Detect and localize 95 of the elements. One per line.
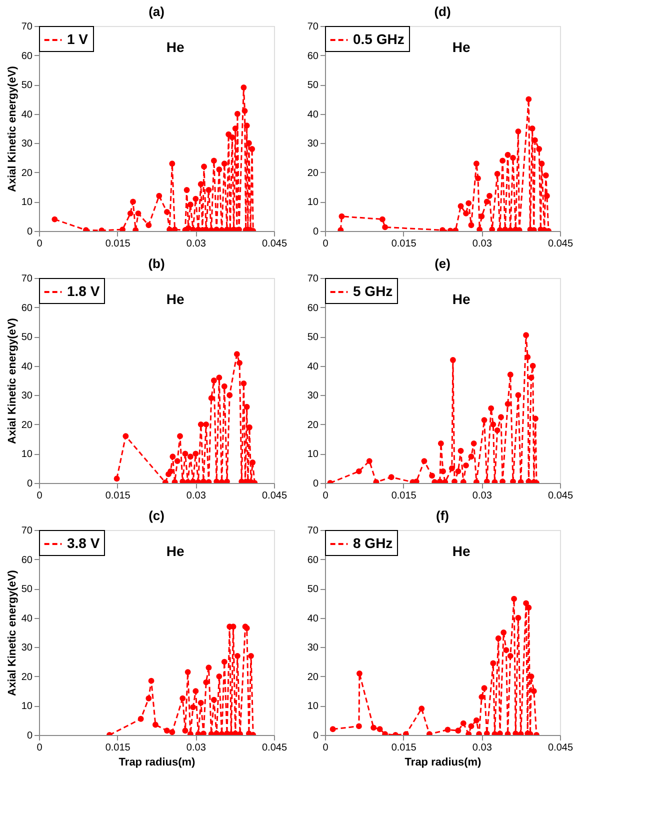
y-tick-label: 60	[307, 554, 319, 566]
legend-label: 1.8 V	[67, 283, 100, 299]
chart-title: (e)	[434, 256, 450, 271]
y-tick-label: 40	[307, 361, 319, 372]
x-tick-label: 0	[36, 238, 43, 250]
x-tick-label: 0.015	[105, 742, 131, 754]
y-tick-label: 50	[21, 584, 33, 596]
y-tick-label: 20	[21, 168, 33, 179]
y-tick-label: 0	[26, 730, 33, 742]
y-tick-label: 30	[307, 642, 319, 654]
y-tick-label: 20	[21, 420, 33, 431]
annotation: He	[166, 39, 184, 55]
chart-title: (c)	[148, 508, 164, 523]
chart-title: (f)	[436, 508, 449, 523]
annotation: He	[452, 291, 470, 307]
y-tick-label: 50	[307, 80, 319, 92]
y-tick-label: 50	[21, 80, 33, 92]
y-tick-label: 40	[307, 109, 319, 120]
x-tick-label: 0.015	[105, 490, 131, 502]
x-tick-label: 0.045	[262, 490, 288, 502]
annotation: He	[452, 39, 470, 55]
x-tick-label: 0.045	[548, 490, 574, 502]
y-tick-label: 50	[21, 332, 33, 344]
x-tick-label: 0.03	[186, 742, 206, 754]
x-tick-label: 0.045	[548, 742, 574, 754]
x-tick-label: 0.03	[472, 238, 492, 250]
chart-title: (b)	[148, 256, 165, 271]
y-tick-label: 20	[307, 672, 319, 683]
y-tick-label: 10	[21, 701, 33, 712]
y-tick-label: 40	[21, 613, 33, 624]
legend-label: 8 GHz	[353, 535, 393, 551]
y-tick-label: 70	[21, 22, 33, 32]
y-tick-label: 0	[312, 226, 319, 238]
y-tick-label: 70	[307, 22, 319, 32]
y-tick-label: 30	[307, 138, 319, 150]
y-tick-label: 10	[307, 197, 319, 208]
chart-title: (a)	[148, 4, 164, 19]
legend-label: 1 V	[67, 31, 89, 47]
y-tick-label: 40	[21, 361, 33, 372]
x-tick-label: 0.045	[262, 742, 288, 754]
y-tick-label: 40	[307, 613, 319, 624]
x-tick-label: 0	[322, 742, 329, 754]
y-tick-label: 70	[307, 526, 319, 536]
y-tick-label: 30	[21, 390, 33, 402]
y-tick-label: 30	[307, 390, 319, 402]
y-tick-label: 20	[21, 672, 33, 683]
y-tick-label: 30	[21, 642, 33, 654]
x-tick-label: 0.015	[391, 742, 417, 754]
legend-label: 5 GHz	[353, 283, 393, 299]
y-tick-label: 10	[307, 449, 319, 460]
y-tick-label: 60	[307, 302, 319, 314]
y-tick-label: 0	[26, 226, 33, 238]
annotation: He	[452, 543, 470, 559]
y-tick-label: 60	[21, 50, 33, 62]
y-tick-label: 0	[26, 478, 33, 490]
y-tick-label: 70	[307, 274, 319, 284]
x-tick-label: 0.045	[262, 238, 288, 250]
y-tick-label: 20	[307, 420, 319, 431]
x-tick-label: 0	[36, 490, 43, 502]
y-axis-title: Axial Kinetic energy(eV)	[6, 318, 18, 444]
x-tick-label: 0.045	[548, 238, 574, 250]
x-tick-label: 0.03	[186, 490, 206, 502]
x-tick-label: 0.03	[472, 742, 492, 754]
x-tick-label: 0.015	[391, 490, 417, 502]
chart-title: (d)	[434, 4, 451, 19]
x-tick-label: 0	[322, 490, 329, 502]
x-axis-title: Trap radius(m)	[404, 756, 482, 768]
y-tick-label: 70	[21, 526, 33, 536]
y-tick-label: 50	[307, 584, 319, 596]
y-tick-label: 60	[21, 302, 33, 314]
annotation: He	[166, 543, 184, 559]
y-tick-label: 10	[307, 701, 319, 712]
y-axis-title: Axial Kinetic energy(eV)	[6, 570, 18, 696]
y-tick-label: 20	[307, 168, 319, 179]
y-tick-label: 30	[21, 138, 33, 150]
x-tick-label: 0.015	[105, 238, 131, 250]
y-tick-label: 40	[21, 109, 33, 120]
y-tick-label: 10	[21, 197, 33, 208]
y-axis-title: Axial Kinetic energy(eV)	[6, 66, 18, 192]
y-tick-label: 0	[312, 730, 319, 742]
x-tick-label: 0.015	[391, 238, 417, 250]
x-axis-title: Trap radius(m)	[118, 756, 196, 768]
y-tick-label: 60	[21, 554, 33, 566]
y-tick-label: 60	[307, 50, 319, 62]
y-tick-label: 50	[307, 332, 319, 344]
legend-label: 3.8 V	[67, 535, 100, 551]
y-tick-label: 0	[312, 478, 319, 490]
y-tick-label: 10	[21, 449, 33, 460]
legend-label: 0.5 GHz	[353, 31, 404, 47]
x-tick-label: 0	[36, 742, 43, 754]
x-tick-label: 0.03	[472, 490, 492, 502]
x-tick-label: 0.03	[186, 238, 206, 250]
x-tick-label: 0	[322, 238, 329, 250]
annotation: He	[166, 291, 184, 307]
y-tick-label: 70	[21, 274, 33, 284]
